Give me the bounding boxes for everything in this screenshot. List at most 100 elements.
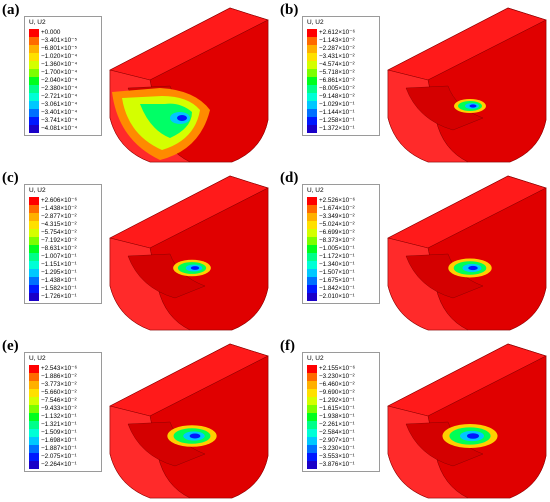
legend-swatch (307, 237, 317, 245)
legend-value: −1.005×10⁻¹ (319, 245, 355, 252)
legend-swatch (29, 461, 39, 469)
legend-swatch (307, 405, 317, 413)
legend-swatch (29, 77, 39, 85)
legend-swatch (29, 117, 39, 125)
legend-swatch (307, 389, 317, 397)
legend-swatch (307, 45, 317, 53)
legend-value: −6.861×10⁻² (319, 77, 355, 84)
legend-value: −1.144×10⁻¹ (319, 109, 355, 116)
legend-value: −9.690×10⁻² (319, 389, 355, 396)
legend-value: −3.773×10⁻² (41, 381, 77, 388)
legend-value: −1.029×10⁻¹ (319, 101, 355, 108)
legend-swatch (29, 373, 39, 381)
legend-value: −1.675×10⁻¹ (319, 277, 355, 284)
legend-value: −2.380×10⁻⁴ (41, 85, 78, 92)
legend-swatch (307, 365, 317, 373)
legend-swatch (29, 277, 39, 285)
legend-value: −1.340×10⁻¹ (319, 261, 355, 268)
legend-swatch (29, 253, 39, 261)
legend-swatch (307, 229, 317, 237)
legend-value: −2.907×10⁻¹ (319, 437, 355, 444)
legend-value: +2.155×10⁻⁶ (319, 365, 356, 372)
legend-value: −8.373×10⁻² (319, 237, 355, 244)
legend-value: −2.877×10⁻² (41, 213, 77, 220)
legend-swatch (307, 461, 317, 469)
panel-e: (e) U, U2 +2.543×10⁻⁶ −1.886×10⁻² −3.773×10⁻… (0, 336, 272, 500)
model-render (109, 7, 269, 163)
legend-value: −1.172×10⁻¹ (319, 253, 355, 260)
legend-value: −1.886×10⁻² (41, 373, 77, 380)
legend-swatch (29, 453, 39, 461)
legend-value: −1.295×10⁻¹ (41, 269, 77, 276)
legend-value: −1.360×10⁻⁴ (41, 61, 78, 68)
panel-label: (f) (280, 338, 295, 354)
legend-value: −3.061×10⁻⁴ (41, 101, 78, 108)
legend-value: −5.660×10⁻² (41, 389, 77, 396)
contour-legend: U, U2 +2.612×10⁻⁶ −1.143×10⁻² −2.287×10⁻² −3… (302, 16, 380, 136)
panel-d: (d) U, U2 +2.526×10⁻⁶ −1.674×10⁻² −3.349×10⁻… (278, 168, 550, 332)
legend-value: −3.431×10⁻² (319, 53, 355, 60)
legend-swatch (29, 197, 39, 205)
legend-swatch (307, 413, 317, 421)
legend-swatch (307, 93, 317, 101)
legend-swatch (307, 437, 317, 445)
legend-swatch (307, 381, 317, 389)
legend-swatch (307, 277, 317, 285)
legend-value: −1.700×10⁻⁴ (41, 69, 78, 76)
legend-swatch (29, 69, 39, 77)
legend-swatch (307, 53, 317, 61)
legend-value: −5.754×10⁻² (41, 229, 77, 236)
legend-value: −2.721×10⁻⁴ (41, 93, 78, 100)
legend-swatch (307, 77, 317, 85)
panel-label: (a) (2, 2, 20, 18)
legend-value: −1.143×10⁻² (319, 37, 355, 44)
legend-value: −1.842×10⁻¹ (319, 285, 355, 292)
legend-value: +0.000 (41, 29, 61, 36)
legend-value: −3.230×10⁻² (319, 373, 355, 380)
panel-label: (c) (2, 170, 19, 186)
legend-value: −1.132×10⁻¹ (41, 413, 77, 420)
legend-swatch (307, 221, 317, 229)
legend-swatch (29, 421, 39, 429)
panel-label: (d) (280, 170, 299, 186)
legend-value: −1.887×10⁻¹ (41, 445, 77, 452)
legend-value: −3.741×10⁻⁴ (41, 117, 78, 124)
legend-value: +2.543×10⁻⁶ (41, 365, 78, 372)
legend-swatch (29, 437, 39, 445)
legend-value: −4.574×10⁻² (319, 61, 355, 68)
legend-value: −9.148×10⁻² (319, 93, 355, 100)
legend-value: −1.938×10⁻¹ (319, 413, 355, 420)
panel-f: (f) U, U2 +2.155×10⁻⁶ −3.230×10⁻² −6.460×10⁻… (278, 336, 550, 500)
model-render (109, 343, 269, 499)
legend-swatch (29, 365, 39, 373)
legend-swatch (307, 285, 317, 293)
legend-swatch (307, 421, 317, 429)
legend-value: −3.230×10⁻¹ (319, 445, 355, 452)
panel-label: (b) (280, 2, 299, 18)
legend-value: −6.460×10⁻² (319, 381, 355, 388)
model-render (387, 7, 547, 163)
legend-swatch (29, 389, 39, 397)
legend-value: −3.349×10⁻² (319, 213, 355, 220)
legend-value: −2.264×10⁻¹ (41, 461, 77, 468)
legend-swatch (29, 429, 39, 437)
panel-a: (a) U, U2 +0.000 −3.401×10⁻⁵ −6.801×10⁻⁵ −1.0… (0, 0, 272, 164)
legend-value: −1.372×10⁻¹ (319, 125, 355, 132)
legend-swatch (29, 45, 39, 53)
legend-swatch (307, 85, 317, 93)
legend-value: −4.315×10⁻² (41, 221, 77, 228)
legend-value: −6.699×10⁻² (319, 229, 355, 236)
legend-value: −7.192×10⁻² (41, 237, 77, 244)
legend-value: −3.553×10⁻¹ (319, 453, 355, 460)
legend-swatch (29, 261, 39, 269)
legend-value: +2.526×10⁻⁶ (319, 197, 356, 204)
legend-value: −3.876×10⁻¹ (319, 461, 355, 468)
legend-value: −7.546×10⁻² (41, 397, 77, 404)
legend-swatch (307, 61, 317, 69)
legend-swatch (307, 269, 317, 277)
legend-value: +2.612×10⁻⁶ (319, 29, 356, 36)
model-render (387, 175, 547, 331)
legend-swatch (29, 101, 39, 109)
legend-swatch (307, 453, 317, 461)
legend-swatch (29, 245, 39, 253)
